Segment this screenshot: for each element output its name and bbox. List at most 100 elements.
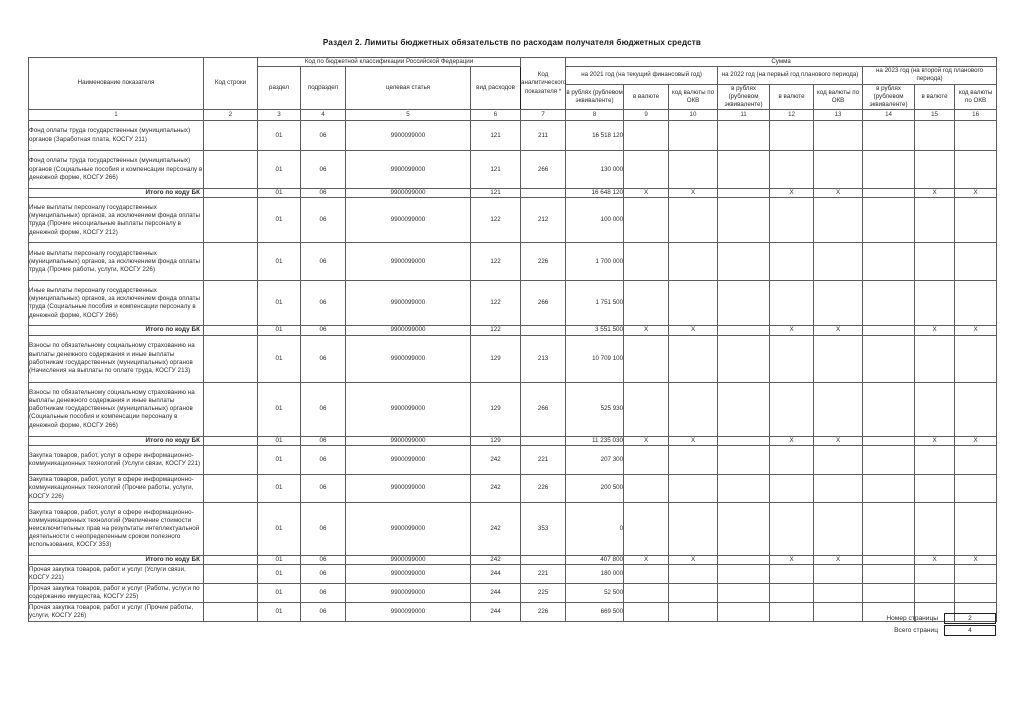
sum-2021-val-cell	[623, 242, 670, 282]
analytic-code-cell	[520, 325, 567, 336]
sum-2022-val-cell	[769, 381, 815, 437]
sum-2022-val-cell	[769, 280, 815, 327]
colnum-8: 8	[565, 109, 625, 122]
table-body: Фонд оплаты труда государственных (муниц…	[28, 120, 998, 623]
header-bk-code-group: Код по бюджетной классификации Российско…	[256, 56, 522, 68]
razdel-cell: 01	[257, 334, 301, 383]
vid-rashodov-cell: 129	[469, 381, 522, 437]
sum-2023-okv-cell: X	[954, 554, 998, 566]
sum-2021-val-cell	[623, 502, 670, 557]
razdel-cell: 01	[257, 325, 301, 336]
vid-rashodov-cell: 122	[469, 325, 522, 336]
row-code-cell	[203, 502, 258, 557]
sum-2022-val-cell: X	[769, 435, 815, 447]
analytic-code-cell: 226	[520, 242, 567, 282]
indicator-name-cell: Иные выплаты персоналу государственных (…	[28, 242, 204, 282]
razdel-cell: 01	[257, 435, 301, 447]
colnum-16: 16	[954, 109, 998, 122]
header-vid-rashodov: вид расходов	[469, 66, 522, 111]
sum-2022-val-cell	[769, 120, 815, 152]
sum-2022-okv-cell	[813, 474, 864, 504]
podrazdel-cell: 06	[300, 334, 346, 383]
colnum-2: 2	[203, 109, 258, 122]
vid-rashodov-cell: 121	[469, 188, 522, 199]
header-row-code: Код строки	[203, 56, 258, 111]
table-row: Иные выплаты персоналу государственных (…	[28, 242, 998, 282]
table-total-row: Итого по коду БК 01 06 9900099000 121 16 648 …	[28, 188, 998, 199]
header-row-3: в рублях (рублевом эквиваленте) в валюте…	[29, 83, 998, 111]
sum-2022-okv-cell: X	[813, 554, 864, 566]
sum-2023-okv-cell	[954, 474, 998, 504]
total-pages-row: Всего страниц 4	[766, 625, 996, 636]
analytic-code-cell	[520, 188, 567, 199]
header-year-2023: на 2023 год (на второй год планового пер…	[862, 66, 998, 85]
sum-2022-val-cell	[769, 334, 815, 383]
colnum-9: 9	[623, 109, 670, 122]
sum-2022-okv-cell	[813, 120, 864, 152]
total-pages-value[interactable]: 4	[944, 625, 996, 636]
sum-2023-val-cell	[914, 280, 956, 327]
table-row: Фонд оплаты труда государственных (муниц…	[28, 150, 998, 190]
indicator-name-cell: Иные выплаты персоналу государственных (…	[28, 280, 204, 327]
header-analytic-code: Код аналитического показателя *	[520, 56, 566, 111]
sum-2022-rub-cell	[717, 334, 771, 383]
celevaya-statya-cell: 9900099000	[345, 602, 471, 623]
podrazdel-cell: 06	[300, 188, 346, 199]
celevaya-statya-cell: 9900099000	[345, 197, 471, 244]
sum-2023-rub-cell	[862, 435, 916, 447]
celevaya-statya-cell: 9900099000	[345, 564, 471, 585]
page-number-label: Номер страницы	[886, 615, 938, 622]
table-total-row: Итого по коду БК 01 06 9900099000 122 3 551 5…	[28, 325, 998, 336]
page-number-value[interactable]: 2	[944, 613, 996, 624]
podrazdel-cell: 06	[300, 381, 346, 437]
sum-2021-okv-cell	[668, 445, 719, 476]
table-row: Закупка товаров, работ, услуг в сфере ин…	[28, 445, 998, 476]
podrazdel-cell: 06	[300, 602, 346, 623]
analytic-code-cell: 211	[520, 120, 567, 152]
sum-2023-val-cell	[914, 334, 956, 383]
header-2022-okv: код валюты по ОКВ	[813, 83, 864, 111]
total-label: Итого по коду БК	[28, 188, 204, 199]
sum-2021-val-cell: X	[623, 325, 670, 336]
sum-2023-okv-cell	[954, 602, 998, 623]
razdel-cell: 01	[257, 564, 301, 585]
sum-2021-rub-cell: 52 500	[565, 583, 625, 604]
sum-2023-okv-cell: X	[954, 325, 998, 336]
podrazdel-cell: 06	[300, 325, 346, 336]
sum-2023-okv-cell	[954, 502, 998, 557]
header-2023-okv: код валюты по ОКВ	[954, 83, 998, 111]
sum-2022-val-cell	[769, 474, 815, 504]
vid-rashodov-cell: 129	[469, 435, 522, 447]
sum-2023-rub-cell	[862, 502, 916, 557]
sum-2022-okv-cell: X	[813, 188, 864, 199]
razdel-cell: 01	[257, 554, 301, 566]
sum-2022-rub-cell	[717, 564, 771, 585]
sum-2023-okv-cell: X	[954, 188, 998, 199]
indicator-name-cell: Фонд оплаты труда государственных (муниц…	[28, 150, 204, 190]
sum-2021-okv-cell	[668, 502, 719, 557]
sum-2022-rub-cell	[717, 197, 771, 244]
razdel-cell: 01	[257, 583, 301, 604]
total-label: Итого по коду БК	[28, 325, 204, 336]
sum-2023-rub-cell	[862, 445, 916, 476]
sum-2022-val-cell	[769, 242, 815, 282]
sum-2022-okv-cell	[813, 381, 864, 437]
sum-2021-val-cell	[623, 445, 670, 476]
sum-2021-rub-cell: 10 709 100	[565, 334, 625, 383]
table-row: Прочая закупка товаров, работ и услуг (П…	[28, 602, 998, 623]
sum-2022-rub-cell	[717, 554, 771, 566]
sum-2022-okv-cell	[813, 197, 864, 244]
column-number-row: 1 2 3 4 5 6 7 8 9 10 11 12 13 14 15 16	[28, 109, 998, 122]
sum-2021-rub-cell: 200 500	[565, 474, 625, 504]
sum-2023-val-cell	[914, 381, 956, 437]
sum-2022-rub-cell	[717, 435, 771, 447]
indicator-name-cell: Взносы по обязательному социальному стра…	[28, 334, 204, 383]
sum-2021-rub-cell: 16 648 120	[565, 188, 625, 199]
table-total-row: Итого по коду БК 01 06 9900099000 129 11 235 …	[28, 435, 998, 447]
sum-2023-val-cell	[914, 197, 956, 244]
sum-2021-okv-cell: X	[668, 325, 719, 336]
total-pages-label: Всего страниц	[894, 627, 938, 634]
sum-2023-rub-cell	[862, 554, 916, 566]
sum-2023-rub-cell	[862, 474, 916, 504]
podrazdel-cell: 06	[300, 150, 346, 190]
